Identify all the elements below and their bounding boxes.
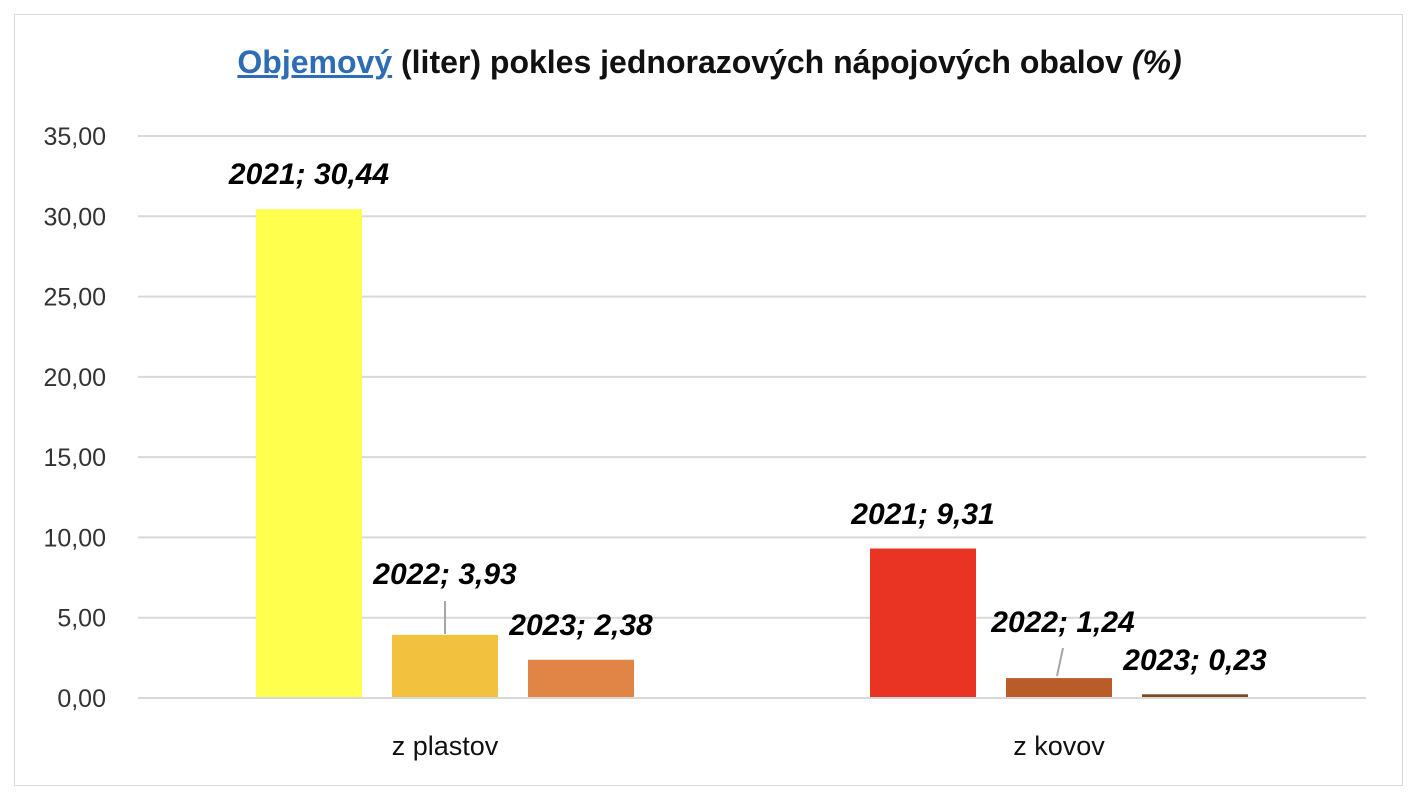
- bar-2021-plastov: [256, 209, 362, 698]
- data-label: 2021; 9,31: [850, 498, 994, 531]
- chart-frame: [14, 14, 1403, 786]
- y-tick-label: 0,00: [57, 685, 106, 713]
- chart-title-unit: (%): [1131, 44, 1182, 80]
- y-tick-label: 20,00: [43, 364, 106, 392]
- bar-2022-plastov: [392, 634, 498, 698]
- y-tick-label: 25,00: [43, 284, 106, 312]
- data-label: 2022; 1,24: [990, 606, 1135, 639]
- x-category-label: z plastov: [392, 731, 499, 761]
- data-label-leader: [1056, 647, 1064, 677]
- x-category-label: z kovov: [1013, 731, 1105, 761]
- bar-2023-kovov: [1142, 694, 1248, 698]
- data-label: 2021; 30,44: [228, 158, 389, 191]
- bar-2021-kovov: [870, 548, 976, 698]
- bar-2022-kovov: [1006, 678, 1112, 698]
- data-label: 2023; 2,38: [508, 609, 653, 642]
- bar-2023-plastov: [528, 659, 634, 698]
- data-label: 2022; 3,93: [372, 558, 517, 591]
- chart-title-link[interactable]: Objemový: [237, 44, 393, 80]
- y-tick-label: 35,00: [43, 123, 106, 151]
- chart-title-main: (liter) pokles jednorazových nápojových …: [392, 44, 1132, 80]
- y-tick-label: 30,00: [43, 203, 106, 231]
- y-tick-label: 15,00: [43, 444, 106, 472]
- y-tick-label: 5,00: [57, 605, 106, 633]
- data-label: 2023; 0,23: [1122, 644, 1267, 677]
- chart-title: Objemový (liter) pokles jednorazových ná…: [0, 44, 1419, 81]
- y-tick-label: 10,00: [43, 524, 106, 552]
